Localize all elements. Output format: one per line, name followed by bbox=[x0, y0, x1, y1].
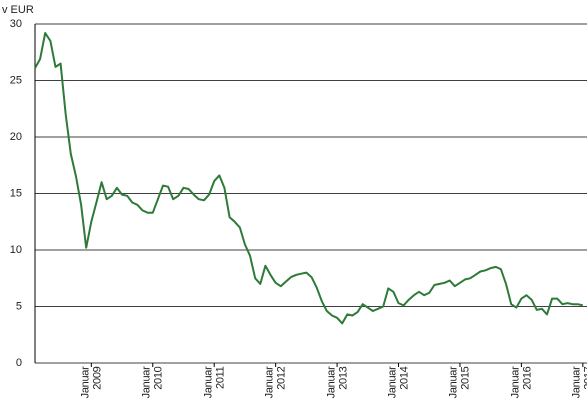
y-tick-label: 25 bbox=[10, 74, 22, 86]
x-tick-label: Januar 2015 bbox=[447, 366, 472, 398]
x-tick-label: Januar 2016 bbox=[509, 366, 534, 398]
x-tick-label: Januar 2017 bbox=[570, 366, 587, 398]
x-tick-label: Januar 2012 bbox=[263, 366, 288, 398]
x-tick-label: Januar 2009 bbox=[79, 366, 104, 398]
x-tick-label: Januar 2011 bbox=[202, 366, 227, 398]
x-tick-label: Januar 2014 bbox=[386, 366, 411, 398]
y-tick-label: 5 bbox=[16, 300, 22, 312]
data-line bbox=[34, 32, 584, 325]
y-axis-label: v EUR bbox=[2, 4, 34, 16]
y-tick-label: 15 bbox=[10, 187, 22, 199]
y-tick-label: 0 bbox=[16, 357, 22, 369]
x-tick-label: Januar 2010 bbox=[140, 366, 165, 398]
y-tick-label: 30 bbox=[10, 18, 22, 30]
y-tick-label: 10 bbox=[10, 244, 22, 256]
y-tick-label: 20 bbox=[10, 131, 22, 143]
x-tick-label: Januar 2013 bbox=[325, 366, 350, 398]
